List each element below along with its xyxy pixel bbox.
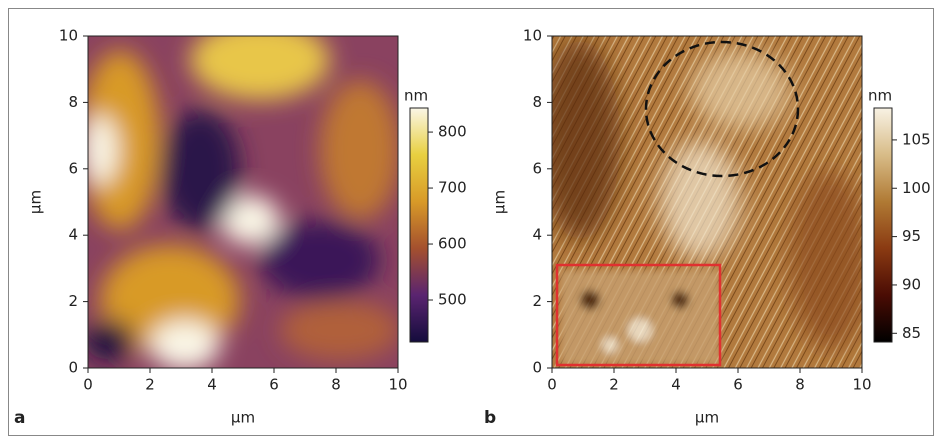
colorbar-tick-label: 600 xyxy=(438,235,467,253)
x-tick-label: 0 xyxy=(547,376,557,394)
x-tick-label: 2 xyxy=(145,376,155,394)
panel-label: a xyxy=(14,408,25,428)
y-tick-label: 10 xyxy=(59,27,78,45)
colorbar-label: nm xyxy=(868,87,892,105)
y-axis-label: µm xyxy=(491,190,509,214)
y-tick-label: 6 xyxy=(68,159,78,177)
x-tick-label: 4 xyxy=(671,376,681,394)
colorbar-tick-label: 105 xyxy=(902,130,931,148)
colorbar-tick-label: 85 xyxy=(902,324,921,342)
figure: 02468100246810µmµma500600700800nm0246810… xyxy=(0,0,942,444)
x-axis-label: µm xyxy=(695,409,719,427)
y-tick-label: 4 xyxy=(532,226,542,244)
x-tick-label: 10 xyxy=(388,376,407,394)
y-axis-label: µm xyxy=(27,190,45,214)
afm-amplitude-image xyxy=(540,36,870,368)
x-tick-label: 6 xyxy=(733,376,743,394)
x-tick-label: 2 xyxy=(609,376,619,394)
x-axis-label: µm xyxy=(231,409,255,427)
y-tick-label: 8 xyxy=(532,93,542,111)
y-tick-label: 2 xyxy=(68,292,78,310)
colorbar xyxy=(410,108,428,342)
panel-label: b xyxy=(484,408,496,428)
y-tick-label: 10 xyxy=(523,27,542,45)
y-tick-label: 6 xyxy=(532,159,542,177)
colorbar xyxy=(874,108,892,342)
x-tick-label: 8 xyxy=(795,376,805,394)
x-tick-label: 0 xyxy=(83,376,93,394)
colorbar-tick-label: 800 xyxy=(438,123,467,141)
colorbar-tick-label: 700 xyxy=(438,179,467,197)
y-tick-label: 0 xyxy=(68,359,78,377)
y-tick-label: 0 xyxy=(532,359,542,377)
colorbar-tick-label: 95 xyxy=(902,227,921,245)
y-tick-label: 2 xyxy=(532,292,542,310)
x-tick-label: 10 xyxy=(852,376,871,394)
y-tick-label: 4 xyxy=(68,226,78,244)
colorbar-tick-label: 90 xyxy=(902,275,921,293)
x-tick-label: 4 xyxy=(207,376,217,394)
y-tick-label: 8 xyxy=(68,93,78,111)
colorbar-tick-label: 500 xyxy=(438,291,467,309)
x-tick-label: 8 xyxy=(331,376,341,394)
x-tick-label: 6 xyxy=(269,376,279,394)
afm-height-image xyxy=(80,20,400,370)
colorbar-tick-label: 100 xyxy=(902,179,931,197)
colorbar-label: nm xyxy=(404,87,428,105)
